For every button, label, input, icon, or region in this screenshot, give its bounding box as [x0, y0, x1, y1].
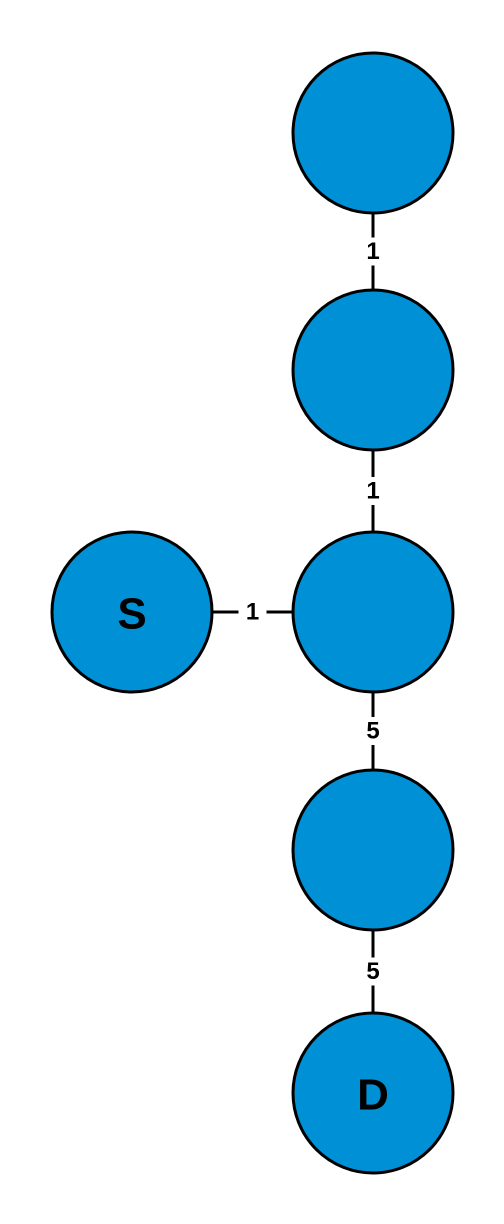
edge-weight-label: 1 — [366, 478, 379, 505]
node-circle — [291, 530, 455, 694]
node-label: S — [117, 590, 146, 639]
node-circle — [50, 530, 214, 694]
edge-n2-n3: 1 — [366, 450, 380, 532]
node-circle — [291, 768, 455, 932]
node-circle — [291, 288, 455, 452]
node-n4 — [291, 768, 455, 932]
node-circle — [291, 1011, 455, 1175]
edge-weight-label: 1 — [246, 599, 259, 626]
edges: 1 1 1 5 5 — [212, 213, 380, 1013]
node-n2 — [291, 288, 455, 452]
edge-weight-label: 5 — [366, 718, 379, 745]
node-label: D — [357, 1071, 389, 1120]
edge-n4-d: 5 — [366, 930, 380, 1013]
edge-n1-n2: 1 — [366, 213, 380, 290]
edge-n3-n4: 5 — [366, 692, 380, 770]
node-circle — [291, 51, 455, 215]
node-n3 — [291, 530, 455, 694]
edge-weight-label: 5 — [366, 958, 379, 985]
node-s: S — [50, 530, 214, 694]
nodes: SD — [50, 51, 455, 1175]
edge-weight-label: 1 — [366, 238, 379, 265]
node-d: D — [291, 1011, 455, 1175]
edge-s-n3: 1 — [212, 599, 293, 626]
node-n1 — [291, 51, 455, 215]
